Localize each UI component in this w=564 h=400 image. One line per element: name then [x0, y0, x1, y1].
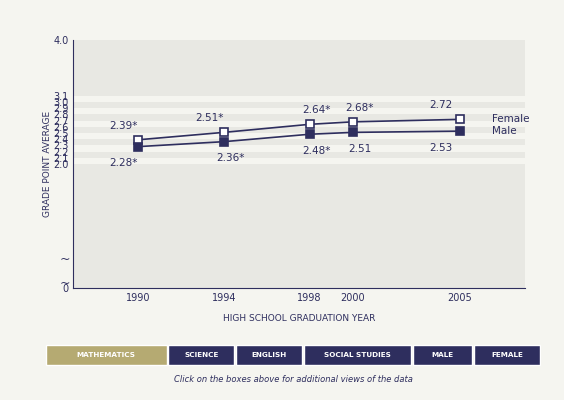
Text: ENGLISH: ENGLISH	[252, 352, 287, 358]
Bar	[73, 145, 525, 152]
Bar	[73, 158, 525, 164]
Text: Female: Female	[492, 114, 530, 124]
Bar	[73, 152, 525, 158]
FancyBboxPatch shape	[169, 344, 235, 366]
Text: 2.72: 2.72	[429, 100, 452, 110]
Text: ~: ~	[60, 253, 70, 266]
FancyBboxPatch shape	[474, 344, 540, 366]
FancyBboxPatch shape	[46, 344, 166, 366]
Bar	[73, 114, 525, 120]
Text: 2.64*: 2.64*	[302, 105, 331, 115]
Text: 2.28*: 2.28*	[110, 158, 138, 168]
Bar	[73, 133, 525, 139]
Bar	[73, 40, 525, 96]
Text: 2.51: 2.51	[348, 144, 371, 154]
FancyBboxPatch shape	[305, 344, 411, 366]
Bar	[73, 127, 525, 133]
Bar	[73, 96, 525, 102]
Text: FEMALE: FEMALE	[491, 352, 523, 358]
Bar	[73, 120, 525, 127]
Text: 2.39*: 2.39*	[110, 121, 138, 131]
Text: 2.68*: 2.68*	[345, 103, 374, 113]
Text: 2.51*: 2.51*	[196, 113, 224, 123]
Text: 2.36*: 2.36*	[217, 153, 245, 163]
FancyBboxPatch shape	[236, 344, 302, 366]
X-axis label: HIGH SCHOOL GRADUATION YEAR: HIGH SCHOOL GRADUATION YEAR	[223, 314, 375, 323]
Bar	[73, 102, 525, 108]
Text: ~: ~	[60, 276, 70, 290]
Text: SOCIAL STUDIES: SOCIAL STUDIES	[324, 352, 391, 358]
Text: Male: Male	[492, 126, 517, 136]
FancyBboxPatch shape	[413, 344, 473, 366]
Text: Click on the boxes above for additional views of the data: Click on the boxes above for additional …	[174, 376, 413, 384]
Text: 2.53: 2.53	[429, 142, 452, 152]
Text: MATHEMATICS: MATHEMATICS	[77, 352, 136, 358]
Bar	[73, 164, 525, 288]
Text: 2.48*: 2.48*	[302, 146, 331, 156]
Y-axis label: GRADE POINT AVERAGE: GRADE POINT AVERAGE	[43, 111, 52, 217]
Text: MALE: MALE	[432, 352, 454, 358]
Text: SCIENCE: SCIENCE	[184, 352, 219, 358]
Bar	[73, 139, 525, 145]
Bar	[73, 108, 525, 114]
